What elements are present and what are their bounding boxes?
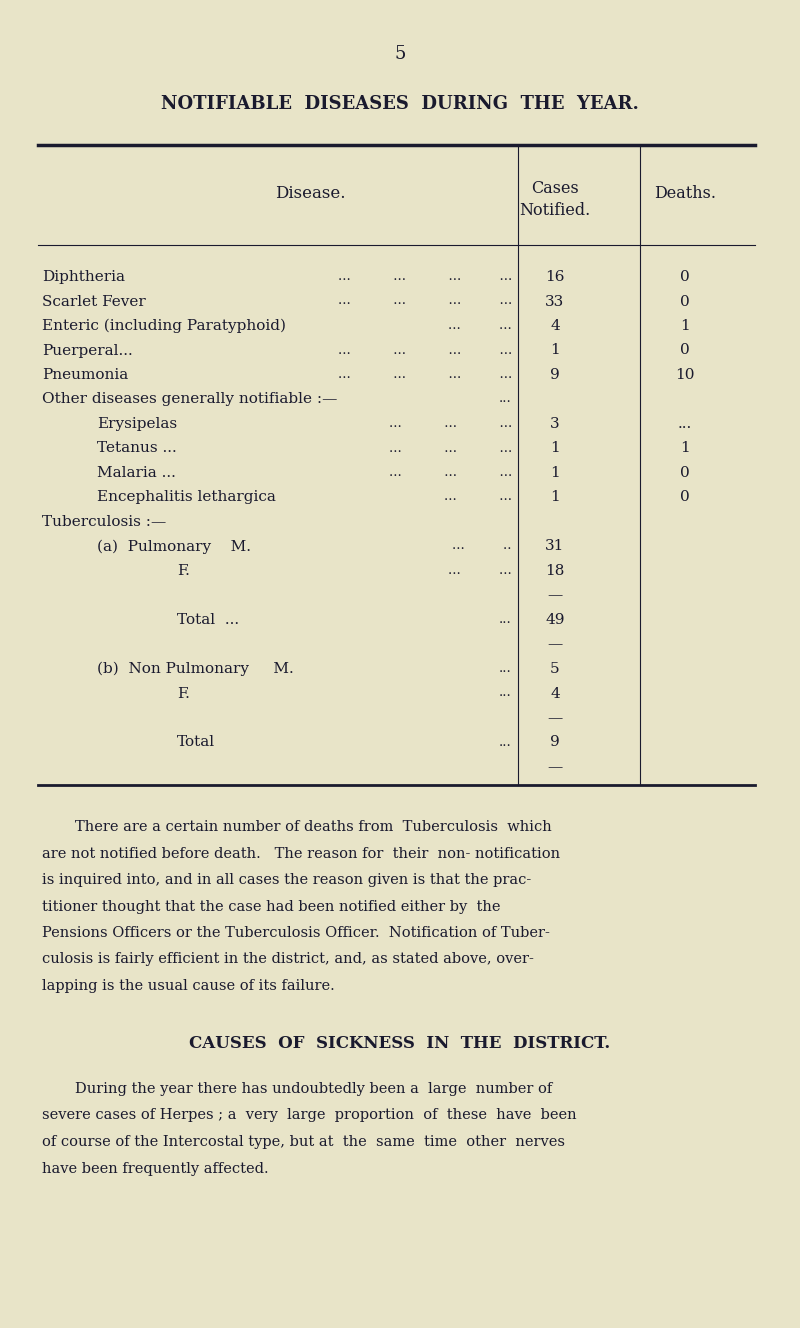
Text: ...          ...          ...: ... ... ... — [389, 441, 512, 454]
Text: of course of the Intercostal type, but at  the  same  time  other  nerves: of course of the Intercostal type, but a… — [42, 1135, 565, 1149]
Text: 0: 0 — [680, 466, 690, 479]
Text: NOTIFIABLE  DISEASES  DURING  THE  YEAR.: NOTIFIABLE DISEASES DURING THE YEAR. — [161, 96, 639, 113]
Text: 10: 10 — [675, 368, 694, 382]
Text: ...          ...          ...         ...: ... ... ... ... — [338, 270, 512, 283]
Text: Malaria ...: Malaria ... — [97, 466, 176, 479]
Text: During the year there has undoubtedly been a  large  number of: During the year there has undoubtedly be… — [75, 1082, 552, 1096]
Text: 18: 18 — [546, 564, 565, 578]
Text: Diphtheria: Diphtheria — [42, 270, 125, 284]
Text: Tetanus ...: Tetanus ... — [97, 441, 177, 456]
Text: ...: ... — [499, 661, 512, 675]
Text: ...         ...: ... ... — [448, 319, 512, 332]
Text: Puerperal...: Puerperal... — [42, 344, 133, 357]
Text: Cases
Notified.: Cases Notified. — [519, 181, 590, 219]
Text: Scarlet Fever: Scarlet Fever — [42, 295, 146, 308]
Text: 9: 9 — [550, 368, 560, 382]
Text: ...: ... — [499, 393, 512, 405]
Text: 4: 4 — [550, 687, 560, 700]
Text: ...: ... — [499, 614, 512, 625]
Text: —: — — [547, 637, 562, 652]
Text: 0: 0 — [680, 270, 690, 284]
Text: 0: 0 — [680, 490, 690, 505]
Text: —: — — [547, 760, 562, 774]
Text: Erysipelas: Erysipelas — [97, 417, 177, 432]
Text: 1: 1 — [680, 319, 690, 333]
Text: 33: 33 — [546, 295, 565, 308]
Text: F.: F. — [177, 687, 190, 700]
Text: 4: 4 — [550, 319, 560, 333]
Text: ...          ...          ...         ...: ... ... ... ... — [338, 368, 512, 381]
Text: 1: 1 — [550, 466, 560, 479]
Text: (b)  Non Pulmonary     M.: (b) Non Pulmonary M. — [97, 661, 294, 676]
Text: 0: 0 — [680, 344, 690, 357]
Text: Pneumonia: Pneumonia — [42, 368, 128, 382]
Text: 9: 9 — [550, 736, 560, 749]
Text: ...         ...: ... ... — [448, 564, 512, 576]
Text: 1: 1 — [680, 441, 690, 456]
Text: 5: 5 — [550, 661, 560, 676]
Text: ...          ...          ...: ... ... ... — [389, 417, 512, 430]
Text: ...          ...          ...: ... ... ... — [389, 466, 512, 479]
Text: severe cases of Herpes ; a  very  large  proportion  of  these  have  been: severe cases of Herpes ; a very large pr… — [42, 1109, 577, 1122]
Text: ...: ... — [499, 736, 512, 749]
Text: 3: 3 — [550, 417, 560, 432]
Text: ...         ..: ... .. — [453, 539, 512, 552]
Text: ...          ...          ...         ...: ... ... ... ... — [338, 344, 512, 356]
Text: have been frequently affected.: have been frequently affected. — [42, 1162, 269, 1175]
Text: F.: F. — [177, 564, 190, 578]
Text: Total: Total — [177, 736, 215, 749]
Text: are not notified before death.   The reason for  their  non- notification: are not notified before death. The reaso… — [42, 846, 560, 861]
Text: (a)  Pulmonary    M.: (a) Pulmonary M. — [97, 539, 251, 554]
Text: Tuberculosis :—: Tuberculosis :— — [42, 515, 166, 529]
Text: ...          ...: ... ... — [444, 490, 512, 503]
Text: titioner thought that the case had been notified either by  the: titioner thought that the case had been … — [42, 899, 501, 914]
Text: ...          ...          ...         ...: ... ... ... ... — [338, 295, 512, 308]
Text: ...: ... — [499, 687, 512, 700]
Text: Deaths.: Deaths. — [654, 185, 716, 202]
Text: 16: 16 — [546, 270, 565, 284]
Text: Pensions Officers or the Tuberculosis Officer.  Notification of Tuber-: Pensions Officers or the Tuberculosis Of… — [42, 926, 550, 940]
Text: CAUSES  OF  SICKNESS  IN  THE  DISTRICT.: CAUSES OF SICKNESS IN THE DISTRICT. — [190, 1035, 610, 1052]
Text: Total  ...: Total ... — [177, 614, 239, 627]
Text: 1: 1 — [550, 490, 560, 505]
Text: ...: ... — [678, 417, 692, 432]
Text: There are a certain number of deaths from  Tuberculosis  which: There are a certain number of deaths fro… — [75, 819, 552, 834]
Text: Other diseases generally notifiable :—: Other diseases generally notifiable :— — [42, 393, 338, 406]
Text: Enteric (including Paratyphoid): Enteric (including Paratyphoid) — [42, 319, 286, 333]
Text: 5: 5 — [394, 45, 406, 62]
Text: 1: 1 — [550, 441, 560, 456]
Text: 49: 49 — [546, 614, 565, 627]
Text: —: — — [547, 588, 562, 603]
Text: culosis is fairly efficient in the district, and, as stated above, over-: culosis is fairly efficient in the distr… — [42, 952, 534, 967]
Text: is inquired into, and in all cases the reason given is that the prac-: is inquired into, and in all cases the r… — [42, 872, 531, 887]
Text: Encephalitis lethargica: Encephalitis lethargica — [97, 490, 276, 505]
Text: 0: 0 — [680, 295, 690, 308]
Text: 1: 1 — [550, 344, 560, 357]
Text: Disease.: Disease. — [274, 185, 346, 202]
Text: lapping is the usual cause of its failure.: lapping is the usual cause of its failur… — [42, 979, 334, 993]
Text: 31: 31 — [546, 539, 565, 554]
Text: —: — — [547, 710, 562, 725]
